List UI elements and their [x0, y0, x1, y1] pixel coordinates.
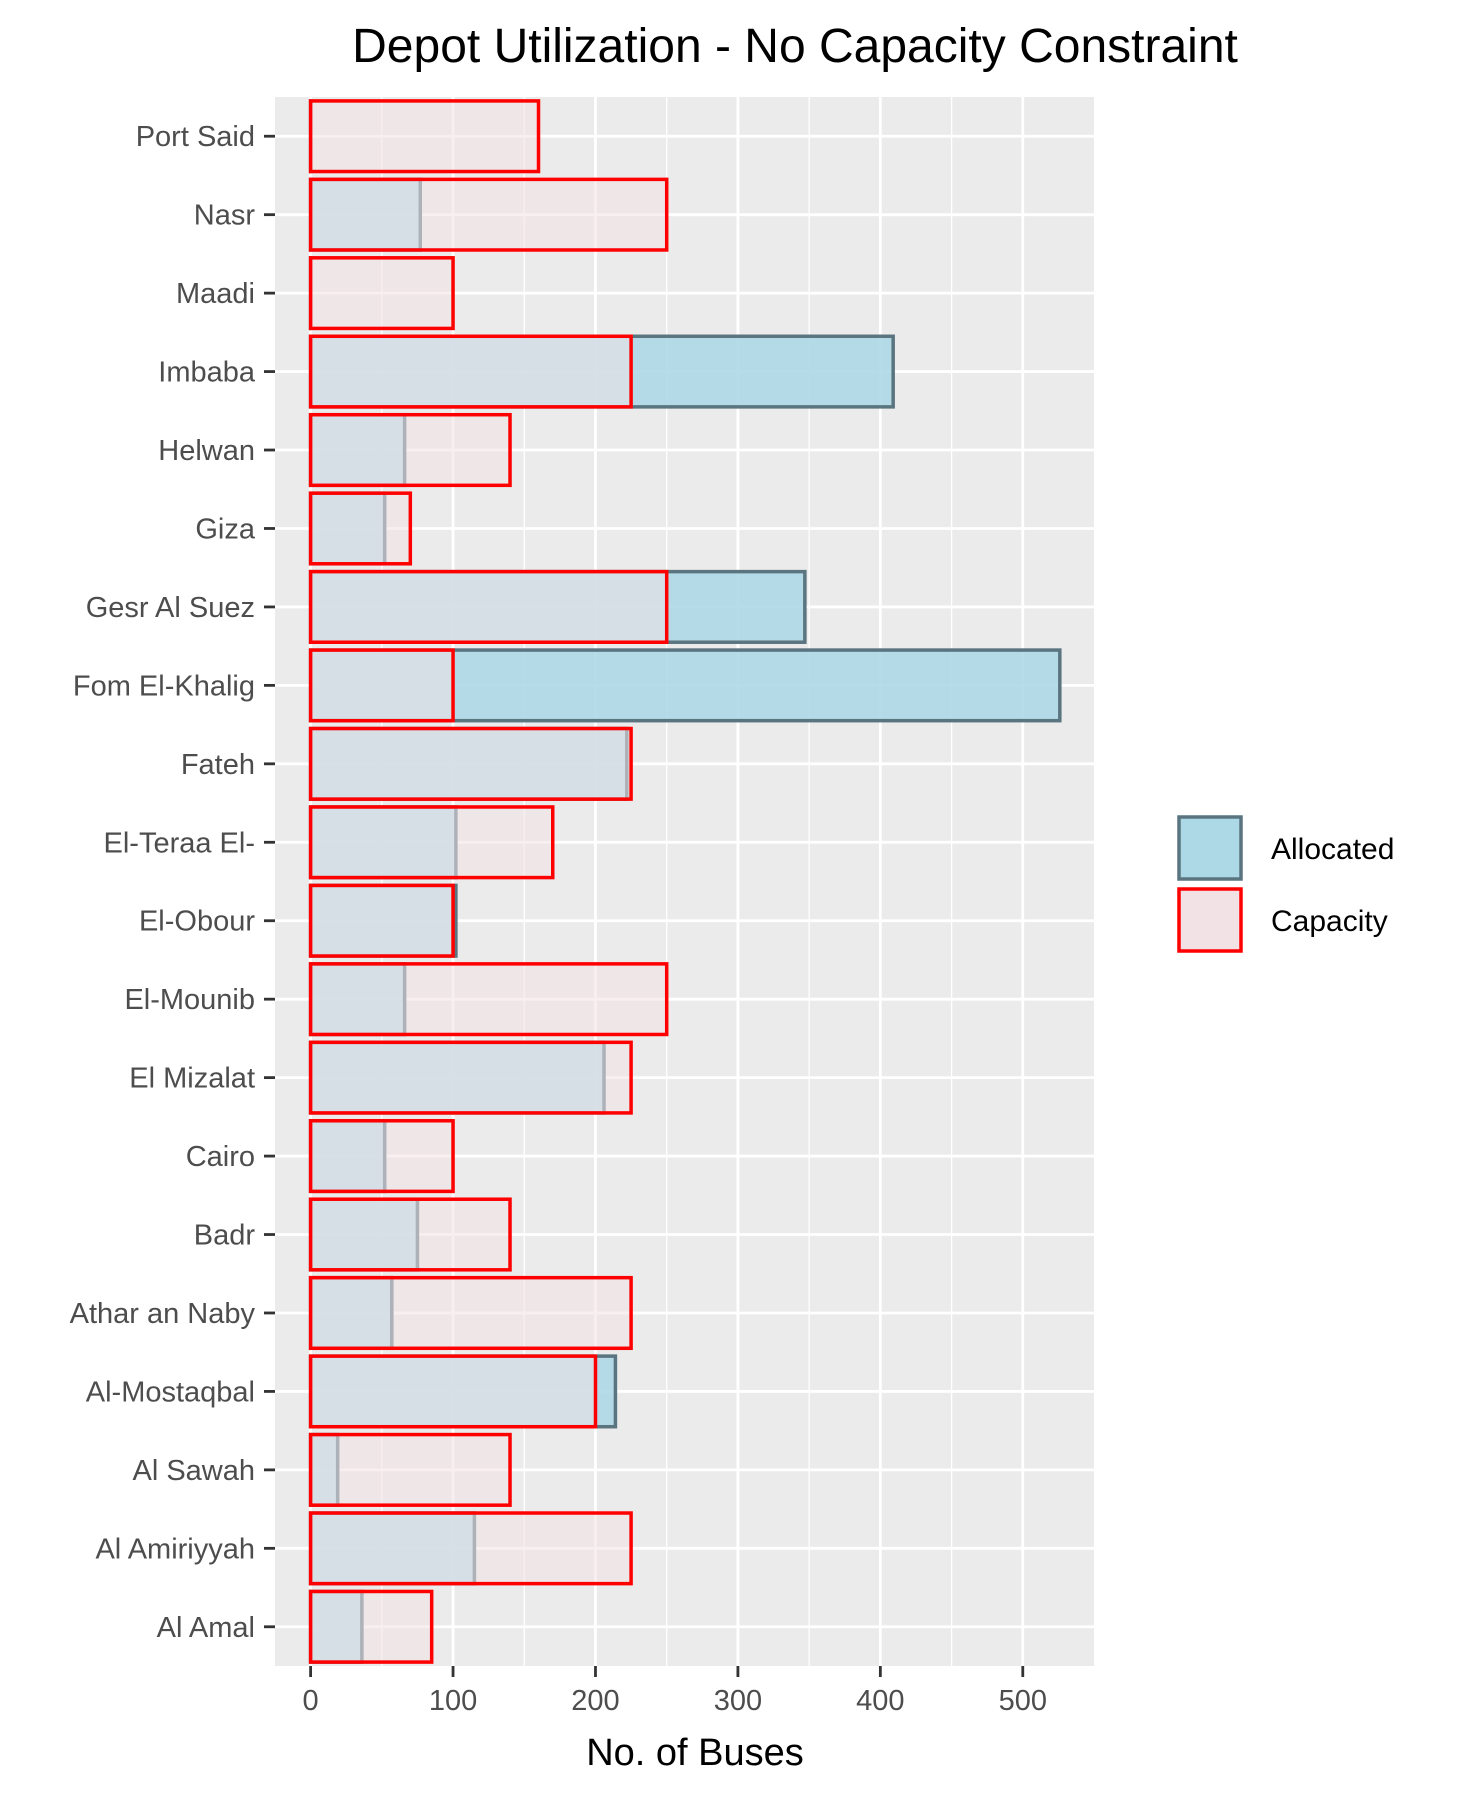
- bar-capacity: [308, 1275, 633, 1351]
- bar-capacity: [308, 334, 633, 409]
- x-tick-label: 100: [429, 1685, 477, 1717]
- y-tick-label: Giza: [195, 513, 256, 545]
- y-tick-label: Fateh: [181, 749, 255, 781]
- y-tick-label: El-Obour: [139, 906, 255, 938]
- y-tick-label: Cairo: [186, 1141, 255, 1173]
- bar-capacity: [308, 1354, 598, 1429]
- y-tick-label: Badr: [194, 1220, 256, 1252]
- y-tick-label: Al-Mostaqbal: [86, 1376, 255, 1408]
- x-tick-label: 0: [303, 1685, 319, 1717]
- bar-capacity: [308, 883, 455, 958]
- y-tick-label: Maadi: [176, 278, 255, 310]
- x-tick-label: 200: [571, 1685, 619, 1717]
- x-tick-label: 500: [999, 1685, 1047, 1717]
- y-tick-label: Fom El-Khalig: [73, 670, 255, 702]
- bar-capacity: [308, 412, 512, 488]
- legend-key-capacity: [1177, 887, 1243, 953]
- bar-capacity: [308, 99, 541, 174]
- bar-capacity: [308, 491, 413, 566]
- bar-capacity: [308, 648, 455, 723]
- x-axis-title: No. of Buses: [586, 1732, 804, 1774]
- y-axis: Port Said Nasr Maadi Imbaba Helwan Giza Gesr A…: [70, 121, 275, 1644]
- x-tick-label: 400: [856, 1685, 904, 1717]
- legend-label-allocated: Allocated: [1271, 833, 1394, 866]
- bar-capacity: [308, 1589, 434, 1664]
- capacity-series: [308, 99, 669, 1664]
- bar-capacity: [308, 569, 669, 644]
- y-tick-label: Al Sawah: [132, 1455, 255, 1487]
- legend-key-allocated: [1177, 815, 1243, 881]
- x-axis: 0 100 200 300 400 500: [303, 1666, 1047, 1717]
- bar-capacity: [308, 962, 669, 1037]
- legend: Allocated Capacity: [1177, 815, 1394, 953]
- bar-capacity: [308, 805, 555, 880]
- bar-capacity: [308, 1119, 455, 1194]
- y-tick-label: El Mizalat: [129, 1063, 255, 1095]
- bar-capacity: [308, 1197, 512, 1272]
- y-tick-label: Helwan: [158, 435, 255, 467]
- y-tick-label: Al Amal: [157, 1612, 255, 1644]
- x-tick-label: 300: [714, 1685, 762, 1717]
- bar-capacity: [308, 726, 633, 801]
- chart-title: Depot Utilization - No Capacity Constrai…: [352, 20, 1238, 73]
- y-tick-label: El-Teraa El-: [104, 827, 256, 859]
- y-tick-label: Al Amiriyyah: [95, 1533, 255, 1565]
- bar-capacity: [308, 1511, 633, 1586]
- y-tick-label: Gesr Al Suez: [86, 592, 255, 624]
- bar-capacity: [308, 1432, 512, 1507]
- y-tick-label: El-Mounib: [124, 984, 255, 1016]
- y-tick-label: Imbaba: [158, 357, 256, 389]
- legend-label-capacity: Capacity: [1271, 905, 1388, 938]
- bar-capacity: [308, 177, 669, 252]
- bar-capacity: [308, 256, 455, 331]
- y-tick-label: Athar an Naby: [70, 1298, 256, 1330]
- y-tick-label: Nasr: [194, 200, 256, 232]
- y-tick-label: Port Said: [136, 121, 255, 153]
- plot-panel: [275, 97, 1094, 1666]
- bar-capacity: [308, 1040, 633, 1115]
